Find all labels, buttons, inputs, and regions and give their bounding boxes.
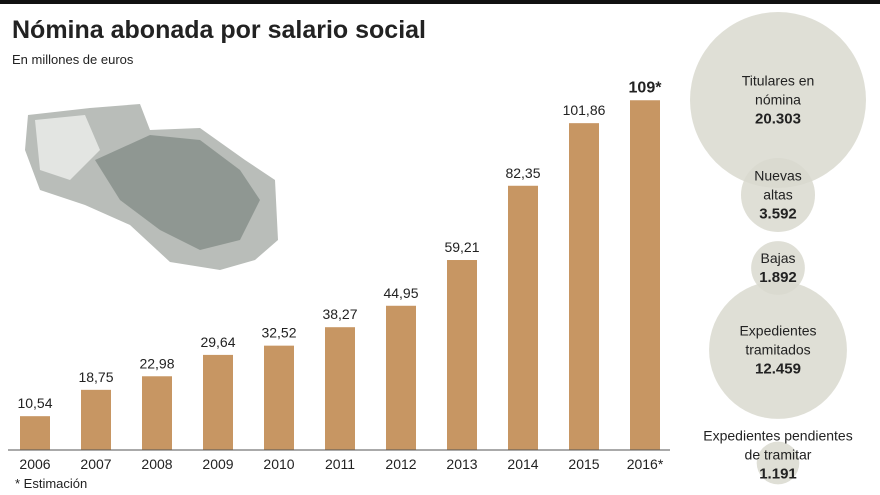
value-label: 10,54 [17,395,52,411]
x-tick-label: 2014 [507,456,538,472]
bubble-category: Expedientes pendientes de tramitar [703,427,853,463]
x-tick-label: 2008 [141,456,172,472]
bubble [690,12,866,188]
bubble [709,281,847,419]
bubble-value: 1.191 [759,465,797,483]
bubble-label: Expedientes pendientes de tramitar 1.191 [703,427,853,484]
bubble-category: Bajas [760,250,796,266]
chart-title: Nómina abonada por salario social [12,16,426,44]
bar [447,260,477,450]
bubble-value: 3.592 [759,205,797,223]
value-label: 22,98 [139,355,174,371]
bubble [751,241,805,295]
x-tick-label: 2010 [263,456,294,472]
bar [569,123,599,450]
bubble-value: 20.303 [755,110,801,128]
value-label: 59,21 [444,239,479,255]
subtitle: En millones de euros [12,52,134,67]
value-label: 82,35 [505,165,540,181]
bubble [756,441,800,485]
bubble-category: Titulares en nómina [741,72,815,108]
footnote: * Estimación [15,476,87,491]
banknote-illustration [25,104,278,270]
bar [203,354,233,450]
bar [386,305,416,450]
x-tick-label: 2009 [202,456,233,472]
x-tick-label: 2015 [568,456,599,472]
bar [142,376,172,450]
x-tick-label: 2016* [627,456,664,472]
bar [264,345,294,450]
value-label: 44,95 [383,285,418,301]
bubble [740,157,816,233]
x-tick-label: 2006 [19,456,50,472]
bar [508,185,538,450]
bubble-category: Nuevas altas [754,167,802,203]
value-label: 38,27 [322,306,357,322]
bubble-label: Titulares en nómina 20.303 [723,72,833,129]
x-tick-label: 2007 [80,456,111,472]
bubble-label: Nuevas altas 3.592 [738,167,818,224]
bubble-value: 1.892 [759,269,797,286]
value-label: 29,64 [200,334,235,350]
x-tick-label: 2012 [385,456,416,472]
value-label: 32,52 [261,325,296,341]
x-tick-label: 2013 [446,456,477,472]
top-rule [0,0,880,4]
bubble-value: 12.459 [755,360,801,378]
bubble-category: Expedientes tramitados [739,322,817,358]
bar [325,327,355,450]
value-label: 18,75 [78,369,113,385]
bar [630,100,660,451]
bar [20,416,50,450]
bubble-label: Bajas 1.892 [738,249,818,287]
value-label: 101,86 [563,102,606,118]
bubble-label: Expedientes tramitados 12.459 [718,322,838,379]
value-label: 109* [629,79,663,96]
x-tick-label: 2011 [325,456,355,472]
bar [81,389,111,450]
